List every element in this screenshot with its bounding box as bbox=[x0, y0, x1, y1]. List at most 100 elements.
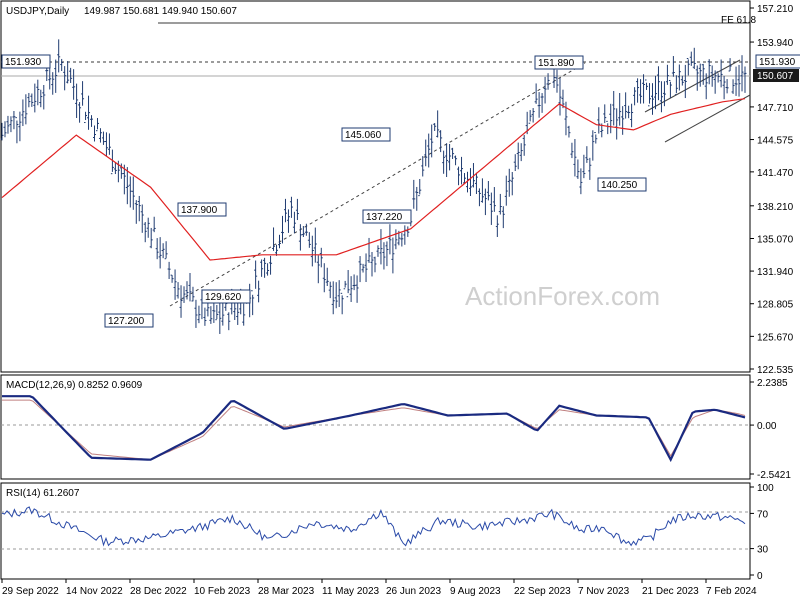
price-bar bbox=[95, 118, 99, 132]
price-bar bbox=[322, 263, 326, 293]
price-bar bbox=[725, 79, 729, 94]
price-annotation: FE 61.8 bbox=[721, 15, 756, 26]
annotation-box bbox=[341, 127, 391, 142]
price-bar bbox=[585, 146, 589, 163]
price-bar bbox=[197, 305, 201, 324]
price-bar bbox=[164, 241, 168, 260]
y-tick-label: 144.575 bbox=[757, 136, 794, 147]
price-bar bbox=[286, 209, 290, 233]
price-bar bbox=[346, 270, 350, 298]
price-bar bbox=[653, 75, 657, 110]
moving-average-line bbox=[1, 98, 746, 261]
price-bar bbox=[686, 57, 690, 76]
price-bar bbox=[146, 217, 150, 238]
annotation-text: 145.060 bbox=[345, 130, 382, 141]
price-y-axis: 150.607 157.210 153.940 147.710 144.575 141.4… bbox=[750, 4, 799, 376]
x-tick-label: 11 May 2023 bbox=[322, 586, 380, 597]
rsi-tick-label: 70 bbox=[757, 509, 769, 520]
price-bar bbox=[280, 215, 284, 244]
price-bar bbox=[707, 59, 711, 85]
price-bar bbox=[173, 269, 177, 300]
x-tick-label: 26 Jun 2023 bbox=[386, 586, 441, 597]
annotation-box bbox=[1, 54, 51, 69]
price-bar bbox=[474, 172, 478, 195]
current-price-text: 150.607 bbox=[757, 71, 794, 82]
price-bar bbox=[209, 306, 213, 324]
price-bar bbox=[421, 156, 425, 177]
price-bar bbox=[558, 77, 562, 116]
price-bar bbox=[668, 79, 672, 98]
price-bar bbox=[701, 63, 705, 85]
price-bar bbox=[340, 292, 344, 315]
price-bar bbox=[54, 59, 58, 93]
price-bar bbox=[507, 168, 511, 197]
price-annotation: 151.930 bbox=[1, 54, 51, 69]
price-bar bbox=[188, 272, 192, 302]
price-bar bbox=[460, 156, 464, 185]
price-bar bbox=[101, 131, 105, 145]
price-bar bbox=[328, 281, 332, 299]
rsi-title: RSI(14) 61.2607 bbox=[6, 488, 80, 499]
price-bar bbox=[128, 176, 132, 208]
macd-pane-frame bbox=[0, 374, 751, 480]
macd-tick-label: -2.5421 bbox=[757, 470, 791, 481]
price-bar bbox=[713, 70, 717, 94]
price-bar bbox=[439, 130, 443, 153]
price-bar bbox=[167, 261, 171, 279]
price-bar bbox=[695, 65, 699, 91]
price-bar bbox=[445, 143, 449, 178]
x-tick-label: 28 Dec 2022 bbox=[130, 586, 187, 597]
annotation-box bbox=[597, 177, 647, 192]
price-bar bbox=[704, 73, 708, 100]
price-bar bbox=[492, 187, 496, 212]
price-bar bbox=[15, 117, 19, 144]
price-bar bbox=[680, 75, 684, 86]
price-bar bbox=[3, 121, 7, 138]
price-bar bbox=[289, 196, 293, 218]
ohlc-readout: 149.987 150.681 149.940 150.607 bbox=[84, 6, 237, 17]
price-bar bbox=[9, 116, 13, 133]
price-bar bbox=[528, 110, 532, 124]
annotation-text: 151.930 bbox=[759, 57, 796, 68]
x-tick-label: 14 Nov 2022 bbox=[66, 586, 123, 597]
price-bar bbox=[627, 105, 631, 119]
price-bar bbox=[534, 83, 538, 104]
price-bar bbox=[477, 188, 481, 207]
price-bar bbox=[140, 204, 144, 233]
date-x-axis: 29 Sep 2022 14 Nov 2022 28 Dec 2022 10 Feb … bbox=[1, 579, 757, 597]
price-bar bbox=[454, 155, 458, 166]
price-bar bbox=[555, 69, 559, 93]
price-bar bbox=[376, 245, 380, 257]
x-tick-label: 28 Mar 2023 bbox=[258, 586, 315, 597]
price-bar bbox=[0, 122, 4, 141]
annotation-text: 129.620 bbox=[205, 292, 242, 303]
price-bar bbox=[21, 99, 25, 127]
price-bar bbox=[540, 93, 544, 113]
price-bar bbox=[698, 63, 702, 87]
price-annotation: 145.060 bbox=[341, 127, 391, 142]
price-bar bbox=[645, 79, 649, 90]
price-bar bbox=[609, 103, 613, 134]
price-bar bbox=[227, 312, 231, 331]
y-tick-label: 138.210 bbox=[757, 202, 794, 213]
price-bar bbox=[648, 83, 652, 107]
annotation-box bbox=[177, 202, 227, 217]
price-bar bbox=[633, 87, 637, 106]
price-bar bbox=[436, 110, 440, 138]
macd-signal-line bbox=[2, 399, 746, 461]
price-bar bbox=[457, 166, 461, 186]
price-bar bbox=[677, 64, 681, 91]
price-bar bbox=[576, 159, 580, 179]
macd-line bbox=[2, 395, 746, 463]
price-bar bbox=[391, 237, 395, 274]
price-bar bbox=[185, 281, 189, 300]
price-bar bbox=[728, 58, 732, 72]
price-bar bbox=[501, 206, 505, 229]
price-bar bbox=[278, 234, 282, 249]
price-bar bbox=[152, 216, 156, 233]
annotations: 151.930 127.200 137.900 129.620 145.060 137.2… bbox=[1, 15, 800, 328]
annotation-text: 151.930 bbox=[5, 57, 42, 68]
price-bar bbox=[87, 95, 91, 130]
current-price-badge: 150.607 bbox=[753, 69, 799, 82]
price-bar bbox=[12, 110, 16, 130]
